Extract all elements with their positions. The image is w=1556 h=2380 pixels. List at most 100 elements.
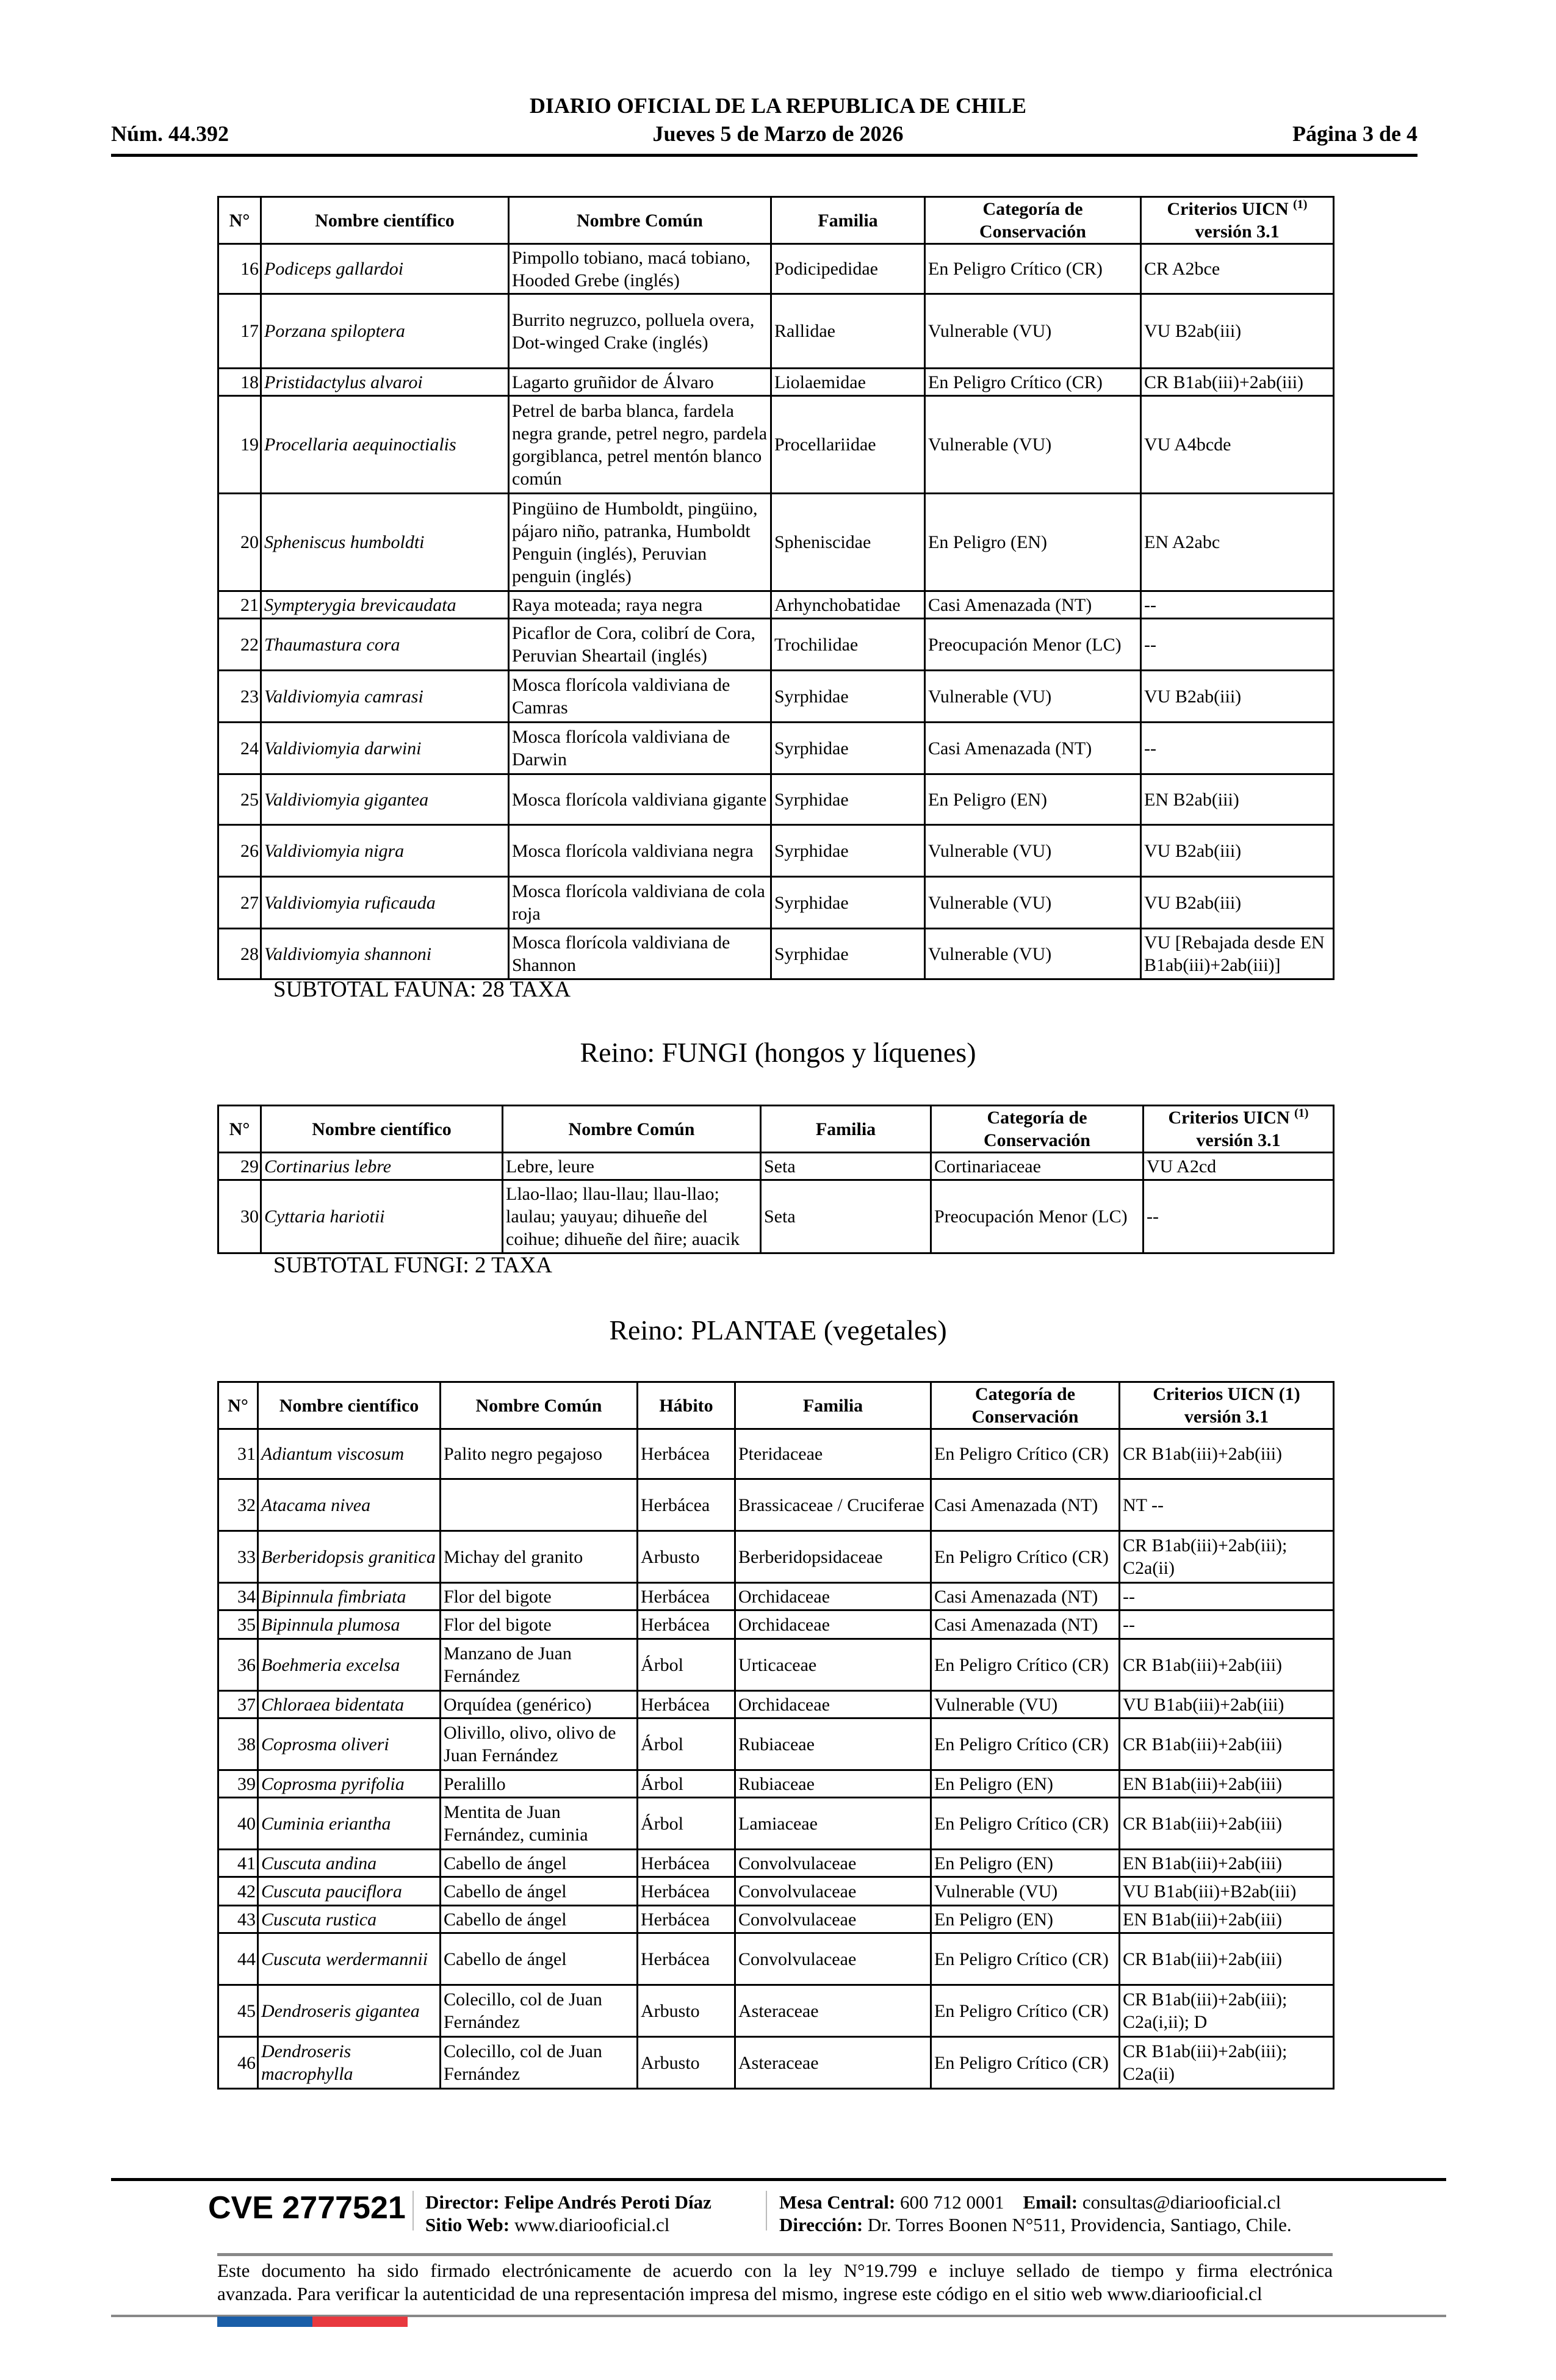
cell-number: 36 bbox=[217, 1638, 259, 1692]
cell-habit: Arbusto bbox=[636, 1984, 736, 2038]
cell-family: Brassicaceae / Cruciferae bbox=[734, 1478, 932, 1532]
cell-category: Preocupación Menor (LC) bbox=[930, 1179, 1144, 1254]
cell-category: Vulnerable (VU) bbox=[924, 293, 1142, 369]
cell-number: 31 bbox=[217, 1428, 259, 1480]
col-category: Categoría de Conservación bbox=[924, 196, 1142, 245]
cell-number: 42 bbox=[217, 1876, 259, 1906]
cell-criteria: -- bbox=[1118, 1609, 1334, 1640]
table-row: 25 Valdiviomyia gigantea Mosca florícola v… bbox=[217, 773, 1334, 826]
cell-category: En Peligro Crítico (CR) bbox=[930, 1984, 1120, 2038]
col-number: N° bbox=[217, 1105, 262, 1153]
director-name: Felipe Andrés Peroti Díaz bbox=[504, 2191, 711, 2213]
cell-number: 44 bbox=[217, 1932, 259, 1986]
cell-criteria: CR B1ab(iii)+2ab(iii) bbox=[1118, 1932, 1334, 1986]
cell-criteria: CR B1ab(iii)+2ab(iii) bbox=[1118, 1428, 1334, 1480]
cell-category: Cortinariaceae bbox=[930, 1152, 1144, 1181]
table-row: 35 Bipinnula plumosa Flor del bigote Herbác… bbox=[217, 1609, 1334, 1640]
cell-number: 35 bbox=[217, 1609, 259, 1640]
cell-scientific-name: Coprosma pyrifolia bbox=[257, 1769, 441, 1798]
cell-category: En Peligro Crítico (CR) bbox=[930, 1428, 1120, 1480]
cell-common-name: Palito negro pegajoso bbox=[439, 1428, 638, 1480]
web-link[interactable]: www.diariooficial.cl bbox=[514, 2214, 670, 2235]
cell-family: Urticaceae bbox=[734, 1638, 932, 1692]
cell-common-name: Cabello de ángel bbox=[439, 1848, 638, 1878]
cell-common-name: Mosca florícola valdiviana negra bbox=[508, 824, 772, 878]
col-scientific-name: Nombre científico bbox=[257, 1381, 441, 1430]
cell-common-name: Pimpollo tobiano, macá tobiano, Hooded G… bbox=[508, 243, 772, 295]
cell-common-name: Mentita de Juan Fernández, cuminia bbox=[439, 1797, 638, 1850]
cell-number: 22 bbox=[217, 618, 262, 671]
email-link[interactable]: consultas@diariooficial.cl bbox=[1082, 2191, 1281, 2213]
cell-habit: Herbácea bbox=[636, 1582, 736, 1611]
cell-criteria: VU B2ab(iii) bbox=[1140, 876, 1334, 929]
cell-family: Rubiaceae bbox=[734, 1769, 932, 1798]
cell-habit: Herbácea bbox=[636, 1690, 736, 1719]
col-family: Familia bbox=[734, 1381, 932, 1430]
cell-category: En Peligro Crítico (CR) bbox=[930, 2036, 1120, 2090]
cell-number: 43 bbox=[217, 1905, 259, 1934]
footer-director-block: Director: Felipe Andrés Peroti Díaz Siti… bbox=[425, 2191, 711, 2236]
cell-number: 37 bbox=[217, 1690, 259, 1719]
cell-family: Arhynchobatidae bbox=[770, 590, 926, 619]
flag-stripe-red bbox=[312, 2317, 408, 2327]
footnote-mark: (1) bbox=[1293, 198, 1308, 211]
table-header-row: N° Nombre científico Nombre Común Famili… bbox=[217, 196, 1334, 245]
table-row: 41 Cuscuta andina Cabello de ángel Herbácea… bbox=[217, 1848, 1334, 1878]
cell-number: 17 bbox=[217, 293, 262, 369]
cell-habit: Arbusto bbox=[636, 1530, 736, 1584]
table-row: 33 Berberidopsis granitica Michay del gran… bbox=[217, 1530, 1334, 1584]
cell-number: 30 bbox=[217, 1179, 262, 1254]
cell-category: En Peligro Crítico (CR) bbox=[924, 367, 1142, 397]
table-row: 38 Coprosma oliveri Olivillo, olivo, olivo… bbox=[217, 1717, 1334, 1771]
col-number: N° bbox=[217, 1381, 259, 1430]
cell-criteria: EN B2ab(iii) bbox=[1140, 773, 1334, 826]
cell-common-name: Petrel de barba blanca, fardela negra gr… bbox=[508, 395, 772, 494]
cell-number: 33 bbox=[217, 1530, 259, 1584]
cell-common-name: Picaflor de Cora, colibrí de Cora, Peruv… bbox=[508, 618, 772, 671]
cell-category: En Peligro (EN) bbox=[924, 492, 1142, 592]
cell-category: En Peligro (EN) bbox=[924, 773, 1142, 826]
cell-scientific-name: Cuscuta rustica bbox=[257, 1905, 441, 1934]
cell-category: Vulnerable (VU) bbox=[924, 824, 1142, 878]
cell-criteria: VU A4bcde bbox=[1140, 395, 1334, 494]
cell-common-name: Flor del bigote bbox=[439, 1582, 638, 1611]
table-row: 30 Cyttaria hariotii Llao-llao; llau-llau;… bbox=[217, 1179, 1334, 1254]
section-title-plantae: Reino: PLANTAE (vegetales) bbox=[609, 1314, 947, 1346]
cell-category: Vulnerable (VU) bbox=[924, 876, 1142, 929]
cell-common-name: Cabello de ángel bbox=[439, 1876, 638, 1906]
cell-family: Pteridaceae bbox=[734, 1428, 932, 1480]
cell-scientific-name: Dendroseris macrophylla bbox=[257, 2036, 441, 2090]
cell-common-name: Colecillo, col de Juan Fernández bbox=[439, 2036, 638, 2090]
footnote-mark: (1) bbox=[1294, 1106, 1309, 1120]
cell-scientific-name: Pristidactylus alvaroi bbox=[260, 367, 510, 397]
table-row: 24 Valdiviomyia darwini Mosca florícola va… bbox=[217, 721, 1334, 775]
cell-family: Convolvulaceae bbox=[734, 1905, 932, 1934]
legal-line-2: avanzada. Para verificar la autenticidad… bbox=[217, 2283, 1262, 2304]
cell-habit: Herbácea bbox=[636, 1932, 736, 1986]
cell-category: Vulnerable (VU) bbox=[924, 395, 1142, 494]
cell-family: Syrphidae bbox=[770, 824, 926, 878]
cell-number: 29 bbox=[217, 1152, 262, 1181]
criteria-version: versión 3.1 bbox=[1196, 1130, 1281, 1150]
cell-common-name: Mosca florícola valdiviana de Shannon bbox=[508, 928, 772, 980]
cell-category: En Peligro Crítico (CR) bbox=[930, 1530, 1120, 1584]
cell-common-name: Pingüino de Humboldt, pingüino, pájaro n… bbox=[508, 492, 772, 592]
cell-family: Procellariidae bbox=[770, 395, 926, 494]
cell-number: 46 bbox=[217, 2036, 259, 2090]
table-row: 42 Cuscuta pauciflora Cabello de ángel Herb… bbox=[217, 1876, 1334, 1906]
table-row: 26 Valdiviomyia nigra Mosca florícola vald… bbox=[217, 824, 1334, 878]
cell-number: 26 bbox=[217, 824, 262, 878]
cell-family: Syrphidae bbox=[770, 721, 926, 775]
table-header-row: N° Nombre científico Nombre Común Famili… bbox=[217, 1105, 1334, 1153]
cell-number: 23 bbox=[217, 669, 262, 723]
footer-separator bbox=[412, 2191, 414, 2230]
cell-criteria: VU B2ab(iii) bbox=[1140, 669, 1334, 723]
cell-category: Preocupación Menor (LC) bbox=[924, 618, 1142, 671]
cell-criteria: -- bbox=[1118, 1582, 1334, 1611]
cell-family: Seta bbox=[760, 1152, 932, 1181]
cell-common-name: Michay del granito bbox=[439, 1530, 638, 1584]
mesa-phone: 600 712 0001 bbox=[900, 2191, 1004, 2213]
col-number: N° bbox=[217, 196, 262, 245]
cell-scientific-name: Spheniscus humboldti bbox=[260, 492, 510, 592]
cell-scientific-name: Valdiviomyia ruficauda bbox=[260, 876, 510, 929]
